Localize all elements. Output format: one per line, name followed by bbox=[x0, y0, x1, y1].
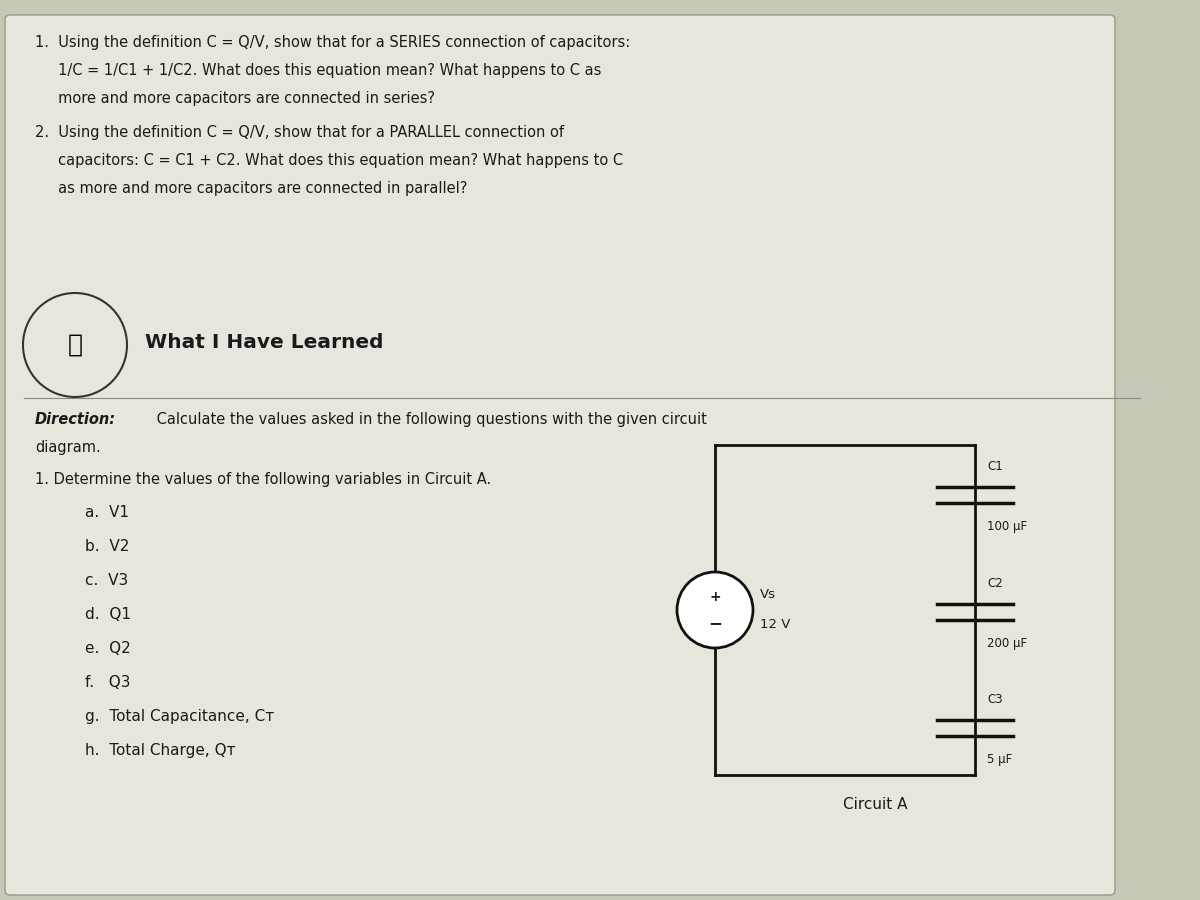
Text: C1: C1 bbox=[986, 460, 1003, 473]
Text: h.  Total Charge, Qᴛ: h. Total Charge, Qᴛ bbox=[85, 743, 235, 758]
Text: 1/C = 1/C1 + 1/C2. What does this equation mean? What happens to C as: 1/C = 1/C1 + 1/C2. What does this equati… bbox=[35, 63, 601, 78]
Text: What I Have Learned: What I Have Learned bbox=[145, 332, 384, 352]
Circle shape bbox=[677, 572, 754, 648]
Text: 5 μF: 5 μF bbox=[986, 753, 1013, 766]
Text: b.  V2: b. V2 bbox=[85, 539, 130, 554]
Text: Circuit A: Circuit A bbox=[842, 797, 907, 812]
Text: 1.  Using the definition C = Q/V, show that for a SERIES connection of capacitor: 1. Using the definition C = Q/V, show th… bbox=[35, 35, 630, 50]
Text: 100 μF: 100 μF bbox=[986, 520, 1027, 533]
Text: capacitors: C = C1 + C2. What does this equation mean? What happens to C: capacitors: C = C1 + C2. What does this … bbox=[35, 153, 623, 167]
Text: 2.  Using the definition C = Q/V, show that for a PARALLEL connection of: 2. Using the definition C = Q/V, show th… bbox=[35, 124, 564, 140]
Text: a.  V1: a. V1 bbox=[85, 505, 130, 520]
Text: g.  Total Capacitance, Cᴛ: g. Total Capacitance, Cᴛ bbox=[85, 709, 275, 724]
Text: 200 μF: 200 μF bbox=[986, 637, 1027, 650]
Text: e.  Q2: e. Q2 bbox=[85, 641, 131, 656]
Text: 🎓: 🎓 bbox=[67, 333, 83, 357]
Text: as more and more capacitors are connected in parallel?: as more and more capacitors are connecte… bbox=[35, 181, 467, 195]
Text: Vs: Vs bbox=[760, 589, 776, 601]
Text: +: + bbox=[709, 590, 721, 604]
FancyBboxPatch shape bbox=[5, 15, 1115, 895]
Text: more and more capacitors are connected in series?: more and more capacitors are connected i… bbox=[35, 91, 436, 106]
Text: f.   Q3: f. Q3 bbox=[85, 675, 131, 690]
Text: 12 V: 12 V bbox=[760, 618, 791, 632]
Text: c.  V3: c. V3 bbox=[85, 573, 128, 588]
Text: C3: C3 bbox=[986, 693, 1003, 706]
Text: −: − bbox=[708, 614, 722, 632]
Text: d.  Q1: d. Q1 bbox=[85, 607, 131, 622]
Text: C2: C2 bbox=[986, 577, 1003, 590]
Text: diagram.: diagram. bbox=[35, 440, 101, 455]
Text: Direction:: Direction: bbox=[35, 412, 116, 427]
Text: 1. Determine the values of the following variables in Circuit A.: 1. Determine the values of the following… bbox=[35, 472, 491, 487]
Text: Calculate the values asked in the following questions with the given circuit: Calculate the values asked in the follow… bbox=[152, 412, 707, 427]
